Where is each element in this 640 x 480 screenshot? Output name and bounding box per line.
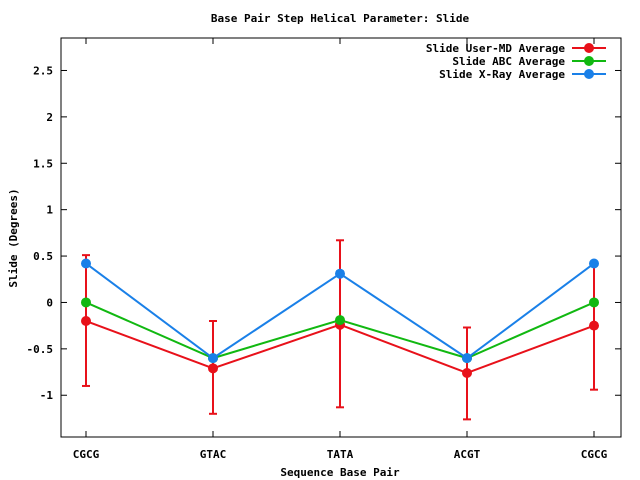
data-point — [81, 297, 91, 307]
y-tick-label: 2 — [46, 111, 53, 124]
data-point — [335, 269, 345, 279]
data-point — [462, 353, 472, 363]
y-axis-label: Slide (Degrees) — [7, 188, 20, 287]
y-tick-label: 1.5 — [33, 157, 53, 170]
y-tick-label: -0.5 — [27, 343, 54, 356]
legend-swatch-marker — [584, 43, 594, 53]
legend-label: Slide X-Ray Average — [439, 68, 565, 81]
legend-swatch-marker — [584, 69, 594, 79]
legend-swatch-marker — [584, 56, 594, 66]
x-tick-label: CGCG — [73, 448, 100, 461]
y-axis: -1 -0.5 0 0.5 1 1.5 2 2.5 — [27, 64, 622, 402]
legend-label: Slide ABC Average — [452, 55, 565, 68]
data-point — [589, 297, 599, 307]
data-point — [589, 321, 599, 331]
data-point — [208, 363, 218, 373]
x-tick-label: CGCG — [581, 448, 608, 461]
data-point — [462, 368, 472, 378]
y-tick-label: 1 — [46, 204, 53, 217]
error-bars — [82, 240, 598, 419]
data-point — [335, 315, 345, 325]
chart-title: Base Pair Step Helical Parameter: Slide — [211, 12, 470, 25]
y-tick-label: 0.5 — [33, 250, 53, 263]
legend-label: Slide User-MD Average — [426, 42, 565, 55]
data-point — [81, 258, 91, 268]
y-tick-label: 2.5 — [33, 64, 53, 77]
x-tick-label: GTAC — [200, 448, 227, 461]
data-point — [81, 316, 91, 326]
data-point — [208, 353, 218, 363]
y-tick-label: -1 — [40, 389, 54, 402]
x-tick-label: TATA — [327, 448, 354, 461]
x-tick-label: ACGT — [454, 448, 481, 461]
y-tick-label: 0 — [46, 296, 53, 309]
data-point — [589, 258, 599, 268]
x-axis-label: Sequence Base Pair — [280, 466, 400, 479]
